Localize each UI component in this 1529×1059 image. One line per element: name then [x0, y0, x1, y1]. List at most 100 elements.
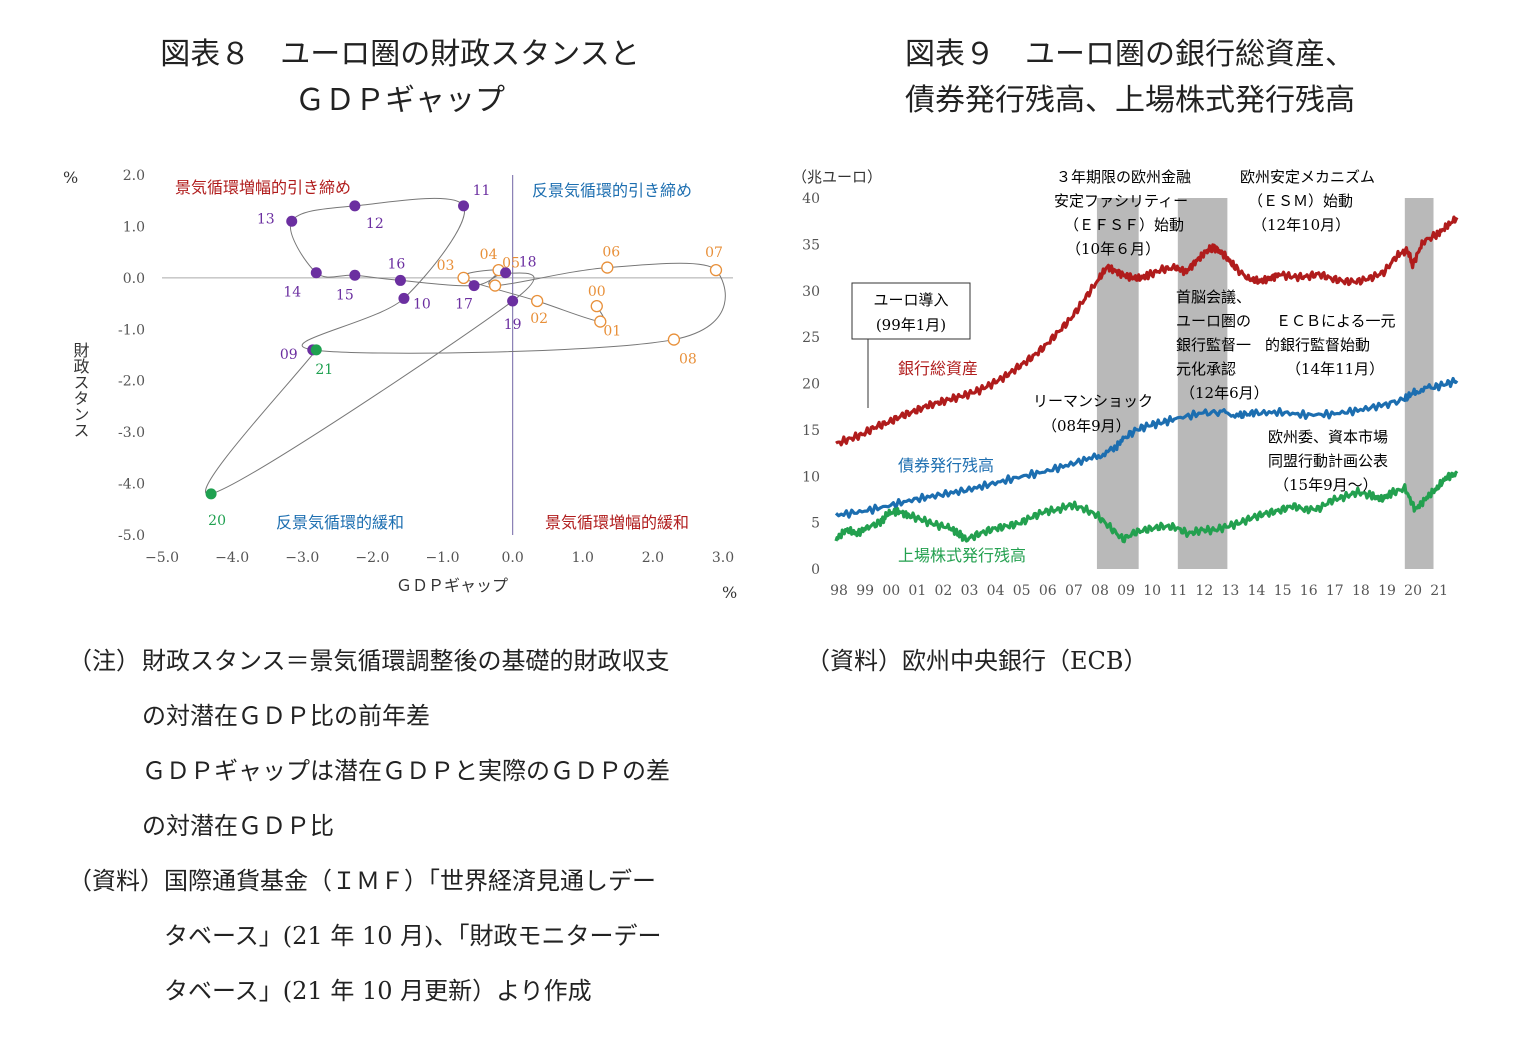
y-tick-label: -4.0	[118, 477, 145, 493]
quadrant-label-counter-tightening: 反景気循環的引き締め	[532, 181, 692, 200]
x-tick-label: 3.0	[712, 550, 734, 566]
chart8-x-unit: %	[722, 583, 737, 602]
chart9-series	[834, 215, 1459, 544]
annotation-euro-introduction: ユーロ導入 (99年1月)	[851, 282, 971, 408]
annotation-ecb-line2: 的銀行監督始動	[1265, 336, 1370, 354]
series-line-0	[835, 215, 1459, 447]
annotation-esm: 欧州安定メカニズム （ＥＳＭ）始動 （12年10月）	[1240, 168, 1375, 234]
annotation-esm-line1: 欧州安定メカニズム	[1240, 168, 1375, 186]
data-point-20	[205, 488, 217, 500]
figure9-title-line1: 図表９ ユーロ圏の銀行総資産、	[905, 37, 1355, 72]
chart8-ticks: −5.0 −4.0 −3.0 −2.0 −1.0 0.0 1.0 2.0 3.0 2.0 1.0 0.…	[118, 168, 734, 566]
x-tick-label: −4.0	[215, 550, 249, 566]
annotation-euro-line2: (99年1月)	[876, 316, 946, 334]
x-tick-label: 02	[935, 583, 953, 599]
x-tick-label: 19	[1378, 583, 1396, 599]
annotation-esm-line2: （ＥＳＭ）始動	[1248, 192, 1353, 210]
y-tick-label: -5.0	[118, 528, 145, 544]
figure9-title-line2: 債券発行残高、上場株式発行残高	[905, 83, 1355, 118]
annotation-efsf-line3: （ＥＦＳＦ）始動	[1064, 216, 1184, 234]
data-point-03	[457, 271, 470, 285]
data-label-21: 21	[315, 362, 333, 378]
x-tick-label: 08	[1091, 583, 1109, 599]
data-point-16	[394, 274, 406, 286]
x-tick-label: 20	[1404, 583, 1422, 599]
chart8-xlabel: ＧＤＰギャップ	[396, 576, 508, 595]
source-line-3: タベース」(21 年 10 月更新）より作成	[164, 977, 592, 1005]
x-tick-label: 0.0	[501, 550, 523, 566]
data-point-14	[310, 267, 322, 279]
annotation-cmu-line2: 同盟行動計画公表	[1268, 452, 1388, 470]
data-label-12: 12	[366, 216, 384, 232]
data-label-04: 04	[480, 247, 498, 263]
note-line-1: （注）財政スタンス＝景気循環調整後の基礎的財政収支	[68, 634, 670, 689]
data-point-06	[601, 261, 614, 274]
x-tick-label: 1.0	[572, 550, 594, 566]
annotation-efsf-line1: ３年期限の欧州金融	[1056, 168, 1191, 186]
y-tick-label: 20	[802, 377, 820, 393]
figure8-notes: （注）財政スタンス＝景気循環調整後の基礎的財政収支 の対潜在ＧＤＰ比の前年差 Ｇ…	[68, 634, 670, 1019]
y-tick-label: 35	[802, 237, 820, 253]
x-tick-label: 11	[1169, 583, 1187, 599]
annotation-efsf-line2: 安定ファシリティー	[1054, 192, 1188, 210]
data-label-10: 10	[413, 296, 431, 312]
x-tick-label: 04	[987, 583, 1005, 599]
y-tick-label: 15	[802, 423, 820, 439]
note-line-4: の対潜在ＧＤＰ比	[142, 812, 334, 840]
x-tick-label: 14	[1248, 583, 1266, 599]
figure8-title: 図表８ ユーロ圏の財政スタンスと ＧＤＰギャップ	[40, 32, 760, 124]
data-point-12	[349, 200, 361, 212]
source-line-1: （資料）国際通貨基金（ＩＭＦ）「世界経済見通しデー	[68, 854, 670, 909]
data-point-21	[310, 344, 322, 356]
data-label-06: 06	[602, 245, 620, 261]
data-point-07	[709, 263, 723, 277]
data-label-02: 02	[530, 311, 548, 327]
chart8-axes	[162, 175, 733, 535]
x-tick-label: 12	[1195, 583, 1213, 599]
data-point-01	[594, 315, 607, 328]
annotation-ecb-line1: ＥＣＢによる一元	[1276, 312, 1396, 330]
annotation-summit-line1: 首脳会議、	[1176, 288, 1251, 306]
data-label-00: 00	[588, 284, 606, 300]
annotation-efsf-line4: （10年６月）	[1066, 240, 1160, 258]
x-tick-label: 05	[1013, 583, 1031, 599]
annotation-efsf: ３年期限の欧州金融 安定ファシリティー （ＥＦＳＦ）始動 （10年６月）	[1054, 168, 1191, 258]
x-tick-label: 07	[1065, 583, 1083, 599]
data-point-17	[468, 280, 480, 292]
figure8-title-line2: ＧＤＰギャップ	[295, 83, 505, 118]
y-tick-label: 0.0	[123, 271, 145, 287]
y-tick-label: 5	[811, 516, 820, 532]
series-label-bonds: 債券発行残高	[898, 456, 994, 475]
data-point-15	[349, 269, 361, 281]
y-tick-label: 30	[802, 284, 820, 300]
data-label-01: 01	[603, 324, 621, 340]
data-point-13	[286, 215, 298, 227]
y-tick-label: 25	[802, 330, 820, 346]
series-line-1	[834, 376, 1459, 519]
data-label-03: 03	[437, 258, 455, 274]
y-tick-label: -2.0	[118, 374, 145, 390]
data-label-14: 14	[283, 285, 301, 301]
y-tick-label: -1.0	[118, 322, 145, 338]
x-tick-label: 10	[1143, 583, 1161, 599]
quadrant-label-counter-easing: 反景気循環的緩和	[276, 513, 404, 532]
shaded-period	[1096, 198, 1139, 569]
x-tick-label: 98	[830, 583, 848, 599]
x-tick-label: 13	[1222, 583, 1240, 599]
quadrant-label-amplifying-easing: 景気循環増幅的緩和	[545, 513, 689, 532]
data-point-10	[398, 292, 410, 304]
source-text-1: 国際通貨基金（ＩＭＦ）「世界経済見通しデー	[164, 867, 656, 895]
note-line-2: の対潜在ＧＤＰ比の前年差	[142, 702, 430, 730]
figure8-title-line1: 図表８ ユーロ圏の財政スタンスと	[160, 37, 640, 72]
data-point-00	[590, 299, 603, 313]
data-label-05: 05	[502, 256, 520, 272]
y-tick-label: 0	[811, 562, 820, 578]
data-label-13: 13	[257, 211, 275, 227]
annotation-ecb-supervision: ＥＣＢによる一元 的銀行監督始動 （14年11月）	[1265, 312, 1396, 378]
data-label-15: 15	[336, 287, 354, 303]
annotation-ecb-line3: （14年11月）	[1286, 360, 1384, 378]
annotation-capital-markets-union: 欧州委、資本市場 同盟行動計画公表 （15年9月～）	[1268, 428, 1388, 494]
annotation-lehman-line2: （08年9月）	[1042, 417, 1131, 435]
